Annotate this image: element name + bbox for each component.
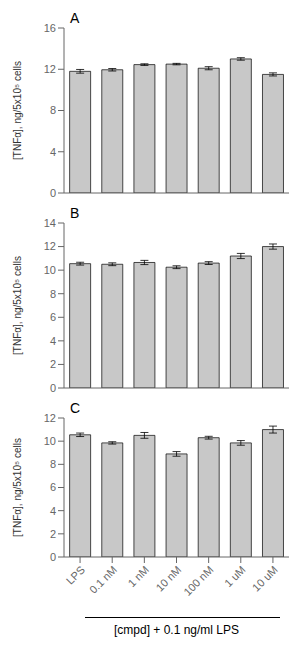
svg-text:14: 14	[44, 217, 56, 229]
svg-text:2: 2	[50, 358, 56, 370]
html-text:B: B	[70, 205, 80, 221]
svg-text:8: 8	[50, 458, 56, 470]
svg-text:0: 0	[50, 187, 56, 199]
svg-text:12: 12	[44, 240, 56, 252]
svg-text:LPS: LPS	[64, 563, 87, 586]
svg-text:4: 4	[50, 146, 56, 158]
svg-text:10 nM: 10 nM	[153, 563, 183, 593]
svg-text:8: 8	[50, 104, 56, 116]
svg-text:12: 12	[44, 63, 56, 75]
svg-text:1 nM: 1 nM	[126, 563, 152, 589]
svg-text:4: 4	[50, 335, 56, 347]
svg-text:1 uM: 1 uM	[222, 563, 248, 589]
svg-text:100 nM: 100 nM	[181, 563, 215, 597]
svg-text:2: 2	[50, 528, 56, 540]
svg-text:10: 10	[44, 435, 56, 447]
html-text:C: C	[70, 400, 81, 416]
svg-text:[TNFα], ng/5x10⁵ cells: [TNFα], ng/5x10⁵ cells	[12, 256, 23, 355]
svg-text:10 uM: 10 uM	[250, 563, 280, 593]
svg-text:16: 16	[44, 22, 56, 34]
svg-text:10: 10	[44, 264, 56, 276]
svg-text:8: 8	[50, 288, 56, 300]
html-text:[cmpd] + 0.1 ng/ml LPS: [cmpd] + 0.1 ng/ml LPS	[114, 623, 239, 637]
svg-text:6: 6	[50, 481, 56, 493]
svg-text:4: 4	[50, 505, 56, 517]
svg-text:0.1 nM: 0.1 nM	[87, 563, 119, 595]
svg-text:[TNFα], ng/5x10⁵ cells: [TNFα], ng/5x10⁵ cells	[12, 438, 23, 537]
html-text:A: A	[70, 10, 80, 26]
svg-text:6: 6	[50, 311, 56, 323]
svg-text:0: 0	[50, 382, 56, 394]
svg-text:12: 12	[44, 412, 56, 424]
svg-text:[TNFα], ng/5x10⁵ cells: [TNFα], ng/5x10⁵ cells	[12, 61, 23, 160]
svg-text:0: 0	[50, 551, 56, 563]
